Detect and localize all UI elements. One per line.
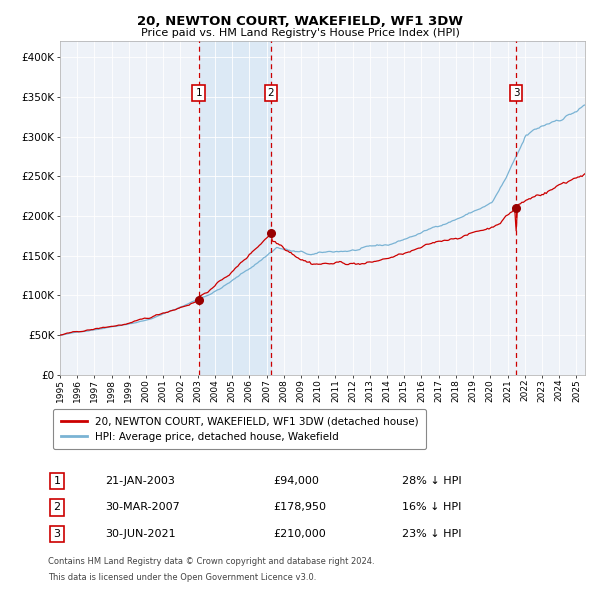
Text: 3: 3 <box>53 529 61 539</box>
Text: Price paid vs. HM Land Registry's House Price Index (HPI): Price paid vs. HM Land Registry's House … <box>140 28 460 38</box>
Legend: 20, NEWTON COURT, WAKEFIELD, WF1 3DW (detached house), HPI: Average price, detac: 20, NEWTON COURT, WAKEFIELD, WF1 3DW (de… <box>53 409 426 449</box>
Text: 1: 1 <box>53 476 61 486</box>
Text: 28% ↓ HPI: 28% ↓ HPI <box>402 476 461 486</box>
Bar <box>199 41 271 375</box>
Text: 21-JAN-2003: 21-JAN-2003 <box>105 476 175 486</box>
Text: £94,000: £94,000 <box>273 476 319 486</box>
Text: 30-MAR-2007: 30-MAR-2007 <box>105 503 180 512</box>
Text: 16% ↓ HPI: 16% ↓ HPI <box>402 503 461 512</box>
Text: 1: 1 <box>196 88 202 98</box>
Text: 20, NEWTON COURT, WAKEFIELD, WF1 3DW: 20, NEWTON COURT, WAKEFIELD, WF1 3DW <box>137 15 463 28</box>
Text: Contains HM Land Registry data © Crown copyright and database right 2024.: Contains HM Land Registry data © Crown c… <box>48 557 374 566</box>
Text: 23% ↓ HPI: 23% ↓ HPI <box>402 529 461 539</box>
Text: 2: 2 <box>268 88 274 98</box>
Text: 30-JUN-2021: 30-JUN-2021 <box>105 529 176 539</box>
Text: 2: 2 <box>53 503 61 512</box>
Text: 3: 3 <box>513 88 520 98</box>
Text: £178,950: £178,950 <box>273 503 326 512</box>
Text: £210,000: £210,000 <box>273 529 326 539</box>
Text: This data is licensed under the Open Government Licence v3.0.: This data is licensed under the Open Gov… <box>48 572 316 582</box>
